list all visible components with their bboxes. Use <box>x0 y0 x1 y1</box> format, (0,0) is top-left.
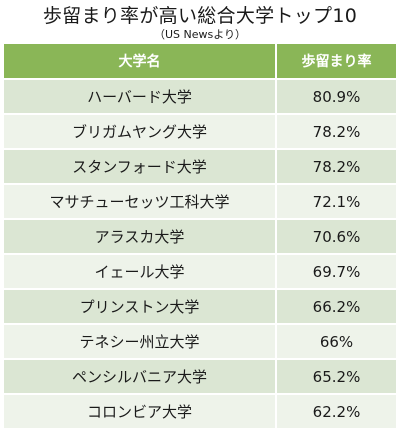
table-row: コロンビア大学 62.2% <box>4 395 396 430</box>
university-name: イェール大学 <box>4 255 277 288</box>
table-row: プリンストン大学 66.2% <box>4 290 396 325</box>
table-header-row: 大学名 歩留まり率 <box>4 44 396 80</box>
table-row: アラスカ大学 70.6% <box>4 220 396 255</box>
yield-rate: 78.2% <box>312 122 361 141</box>
table-row: イェール大学 69.7% <box>4 255 396 290</box>
yield-rate: 62.2% <box>312 402 361 421</box>
table-row: マサチューセッツ工科大学 72.1% <box>4 185 396 220</box>
university-name: ハーバード大学 <box>4 80 277 113</box>
table-row: テネシー州立大学 66% <box>4 325 396 360</box>
university-name: コロンビア大学 <box>4 395 277 428</box>
ranking-page: 歩留まり率が高い総合大学トップ10 （US Newsより） 大学名 歩留まり率 … <box>4 5 396 430</box>
yield-rate: 65.2% <box>312 367 361 386</box>
university-name: テネシー州立大学 <box>4 325 277 358</box>
ranking-table: 大学名 歩留まり率 ハーバード大学 80.9% ブリガムヤング大学 78.2% … <box>4 44 396 430</box>
table-row: ブリガムヤング大学 78.2% <box>4 115 396 150</box>
university-name: マサチューセッツ工科大学 <box>4 185 277 218</box>
table-row: スタンフォード大学 78.2% <box>4 150 396 185</box>
yield-rate: 69.7% <box>312 262 361 281</box>
page-title: 歩留まり率が高い総合大学トップ10 <box>42 5 358 27</box>
university-name: スタンフォード大学 <box>4 150 277 183</box>
university-name: ブリガムヤング大学 <box>4 115 277 148</box>
column-header-yield-rate: 歩留まり率 <box>301 54 372 70</box>
university-name: ペンシルバニア大学 <box>4 360 277 393</box>
source-note: （US Newsより） <box>153 28 247 41</box>
university-name: プリンストン大学 <box>4 290 277 323</box>
yield-rate: 66% <box>319 332 354 351</box>
table-row: ハーバード大学 80.9% <box>4 80 396 115</box>
table-row: ペンシルバニア大学 65.2% <box>4 360 396 395</box>
yield-rate: 72.1% <box>312 192 361 211</box>
yield-rate: 80.9% <box>312 87 361 106</box>
yield-rate: 66.2% <box>312 297 361 316</box>
university-name: アラスカ大学 <box>4 220 277 253</box>
column-header-university: 大学名 <box>4 44 277 78</box>
yield-rate: 78.2% <box>312 157 361 176</box>
yield-rate: 70.6% <box>312 227 361 246</box>
